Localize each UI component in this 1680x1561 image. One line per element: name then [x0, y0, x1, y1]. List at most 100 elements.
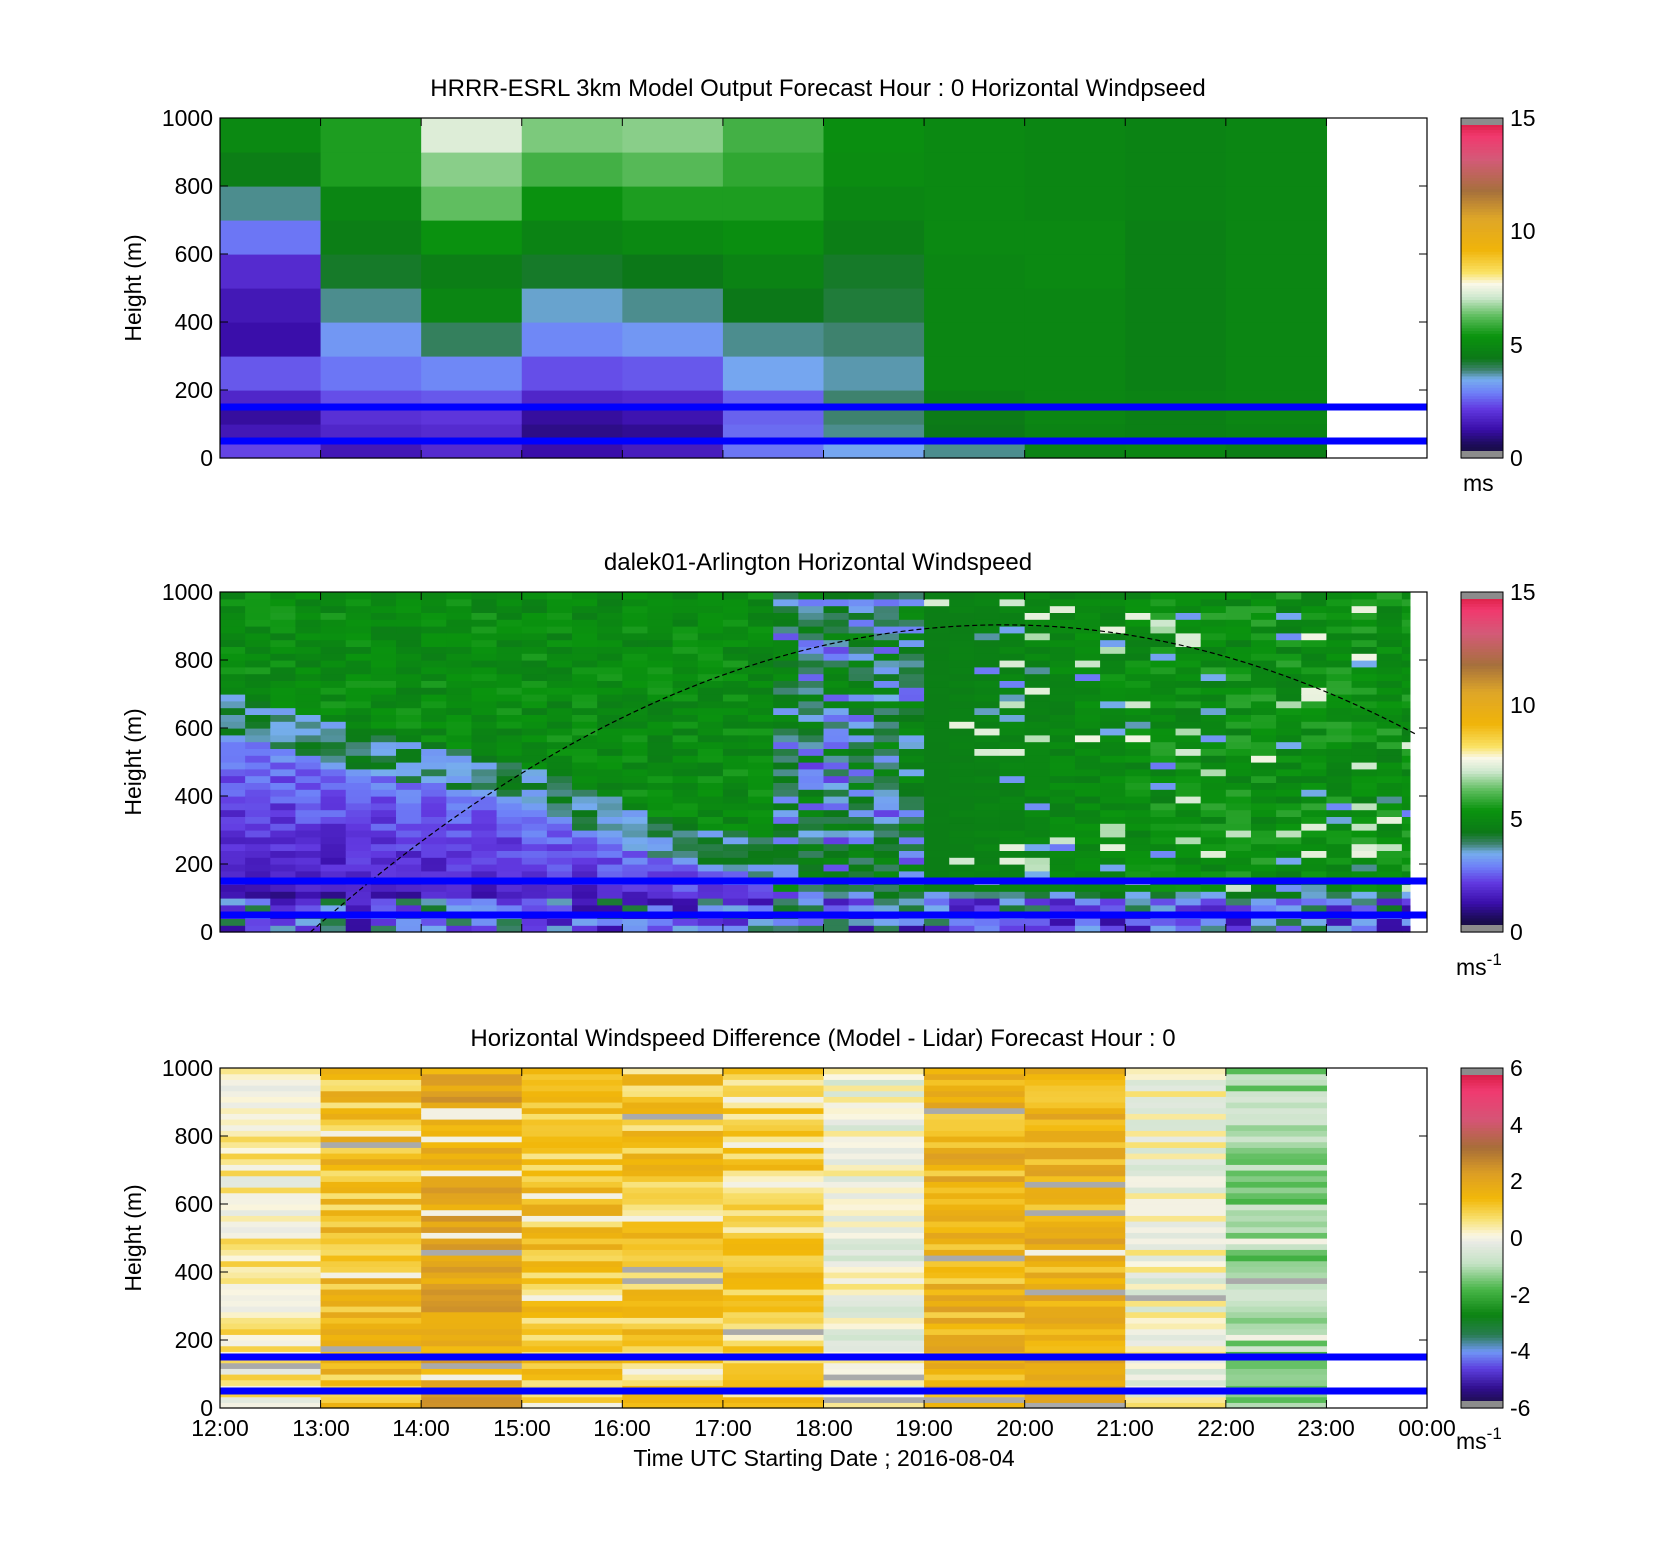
heatmap-cell [672, 619, 699, 627]
heatmap-cell [622, 254, 724, 289]
heatmap-cell [1024, 1306, 1126, 1313]
heatmap-cell [697, 632, 724, 641]
heatmap-cell [245, 857, 271, 865]
heatmap-cell [823, 1079, 925, 1086]
heatmap-cell [320, 1175, 422, 1182]
colorbar-swatch [1461, 1096, 1503, 1100]
colorbar-swatch [1461, 600, 1503, 604]
heatmap-cell [697, 816, 724, 824]
heatmap-cell [999, 694, 1026, 702]
heatmap-cell [1225, 1249, 1328, 1256]
heatmap-cell [748, 728, 774, 736]
heatmap-cell [421, 598, 447, 607]
heatmap-cell [245, 605, 271, 613]
heatmap-cell [873, 605, 900, 613]
heatmap-cell [220, 1226, 322, 1233]
heatmap-cell [396, 850, 422, 858]
heatmap-cell [572, 639, 598, 647]
heatmap-cell [974, 714, 1001, 722]
heatmap-cell [798, 823, 825, 831]
heatmap-cell [647, 714, 674, 722]
colorbar-swatch [1461, 640, 1503, 644]
heatmap-cell [622, 1260, 724, 1267]
heatmap-cell [1024, 1158, 1126, 1165]
heatmap-cell [1125, 721, 1151, 729]
heatmap-cell [345, 918, 372, 926]
heatmap-cell [295, 741, 322, 749]
heatmap-cell [1024, 830, 1051, 838]
heatmap-cell [521, 1153, 623, 1160]
heatmap-cell [898, 762, 925, 770]
heatmap-cell [999, 925, 1026, 933]
heatmap-cell [949, 843, 975, 851]
heatmap-cell [521, 1079, 623, 1086]
colorbar-swatch [1461, 1303, 1503, 1307]
heatmap-cell [220, 836, 246, 845]
heatmap-cell [1100, 741, 1126, 749]
heatmap-cell [1326, 632, 1353, 641]
heatmap-cell [521, 673, 548, 681]
heatmap-cell [245, 870, 271, 879]
heatmap-cell [1175, 789, 1202, 797]
heatmap-cell [1200, 843, 1227, 851]
heatmap-cell [1100, 857, 1126, 865]
heatmap-cell [1225, 632, 1252, 641]
heatmap-cell [1024, 653, 1051, 661]
colorbar-swatch [1461, 237, 1503, 241]
heatmap-cell [521, 1221, 623, 1228]
colorbar-swatch [1461, 188, 1503, 193]
heatmap-cell [999, 843, 1026, 851]
heatmap-cell [345, 653, 372, 661]
heatmap-cell [421, 1090, 523, 1097]
heatmap-cell [597, 687, 623, 695]
heatmap-cell [1100, 898, 1126, 906]
heatmap-cell [873, 870, 900, 879]
heatmap-cell [245, 612, 271, 620]
heatmap-cell [1125, 789, 1151, 797]
heatmap-cell [924, 1198, 1026, 1205]
heatmap-cell [471, 660, 498, 668]
heatmap-cell [220, 1102, 322, 1109]
heatmap-cell [722, 592, 749, 600]
heatmap-cell [496, 870, 523, 879]
heatmap-cell [1074, 734, 1101, 743]
heatmap-cell [320, 1294, 422, 1301]
y-tick-label: 600 [175, 241, 213, 267]
heatmap-cell [924, 1232, 1026, 1239]
heatmap-cell [396, 694, 422, 702]
heatmap-cell [1125, 1096, 1227, 1103]
heatmap-cell [722, 1192, 825, 1199]
heatmap-cell [1200, 741, 1227, 749]
heatmap-cell [521, 836, 548, 845]
heatmap-cell [1125, 1243, 1227, 1250]
heatmap-cell [1250, 666, 1277, 675]
heatmap-cell [672, 796, 699, 804]
colorbar-swatch [1461, 137, 1503, 142]
heatmap-cell [572, 782, 598, 790]
heatmap-cell [370, 823, 397, 831]
heatmap-cell [1024, 1396, 1126, 1403]
heatmap-cell [1074, 823, 1101, 831]
heatmap-cell [396, 789, 422, 797]
heatmap-cell [521, 1374, 623, 1381]
heatmap-cell [1150, 789, 1177, 797]
colorbar-swatch [1461, 1277, 1503, 1282]
heatmap-cell [597, 768, 623, 777]
heatmap-cell [572, 605, 598, 613]
heatmap-cell [421, 1198, 523, 1205]
heatmap-cell [647, 891, 674, 899]
heatmap-cell [1024, 1345, 1126, 1352]
heatmap-cell [1326, 816, 1353, 824]
heatmap-cell [421, 322, 523, 357]
heatmap-cell [1225, 1209, 1328, 1216]
heatmap-cell [1150, 687, 1177, 695]
heatmap-cell [1074, 870, 1101, 879]
colorbar-swatch [1461, 361, 1503, 366]
heatmap-cell [597, 700, 623, 709]
heatmap-cell [1351, 626, 1378, 634]
heatmap-cell [1301, 768, 1328, 777]
heatmap-cell [345, 830, 372, 838]
heatmap-cell [345, 673, 372, 681]
heatmap-cell [320, 870, 347, 879]
heatmap-cell [823, 660, 850, 668]
